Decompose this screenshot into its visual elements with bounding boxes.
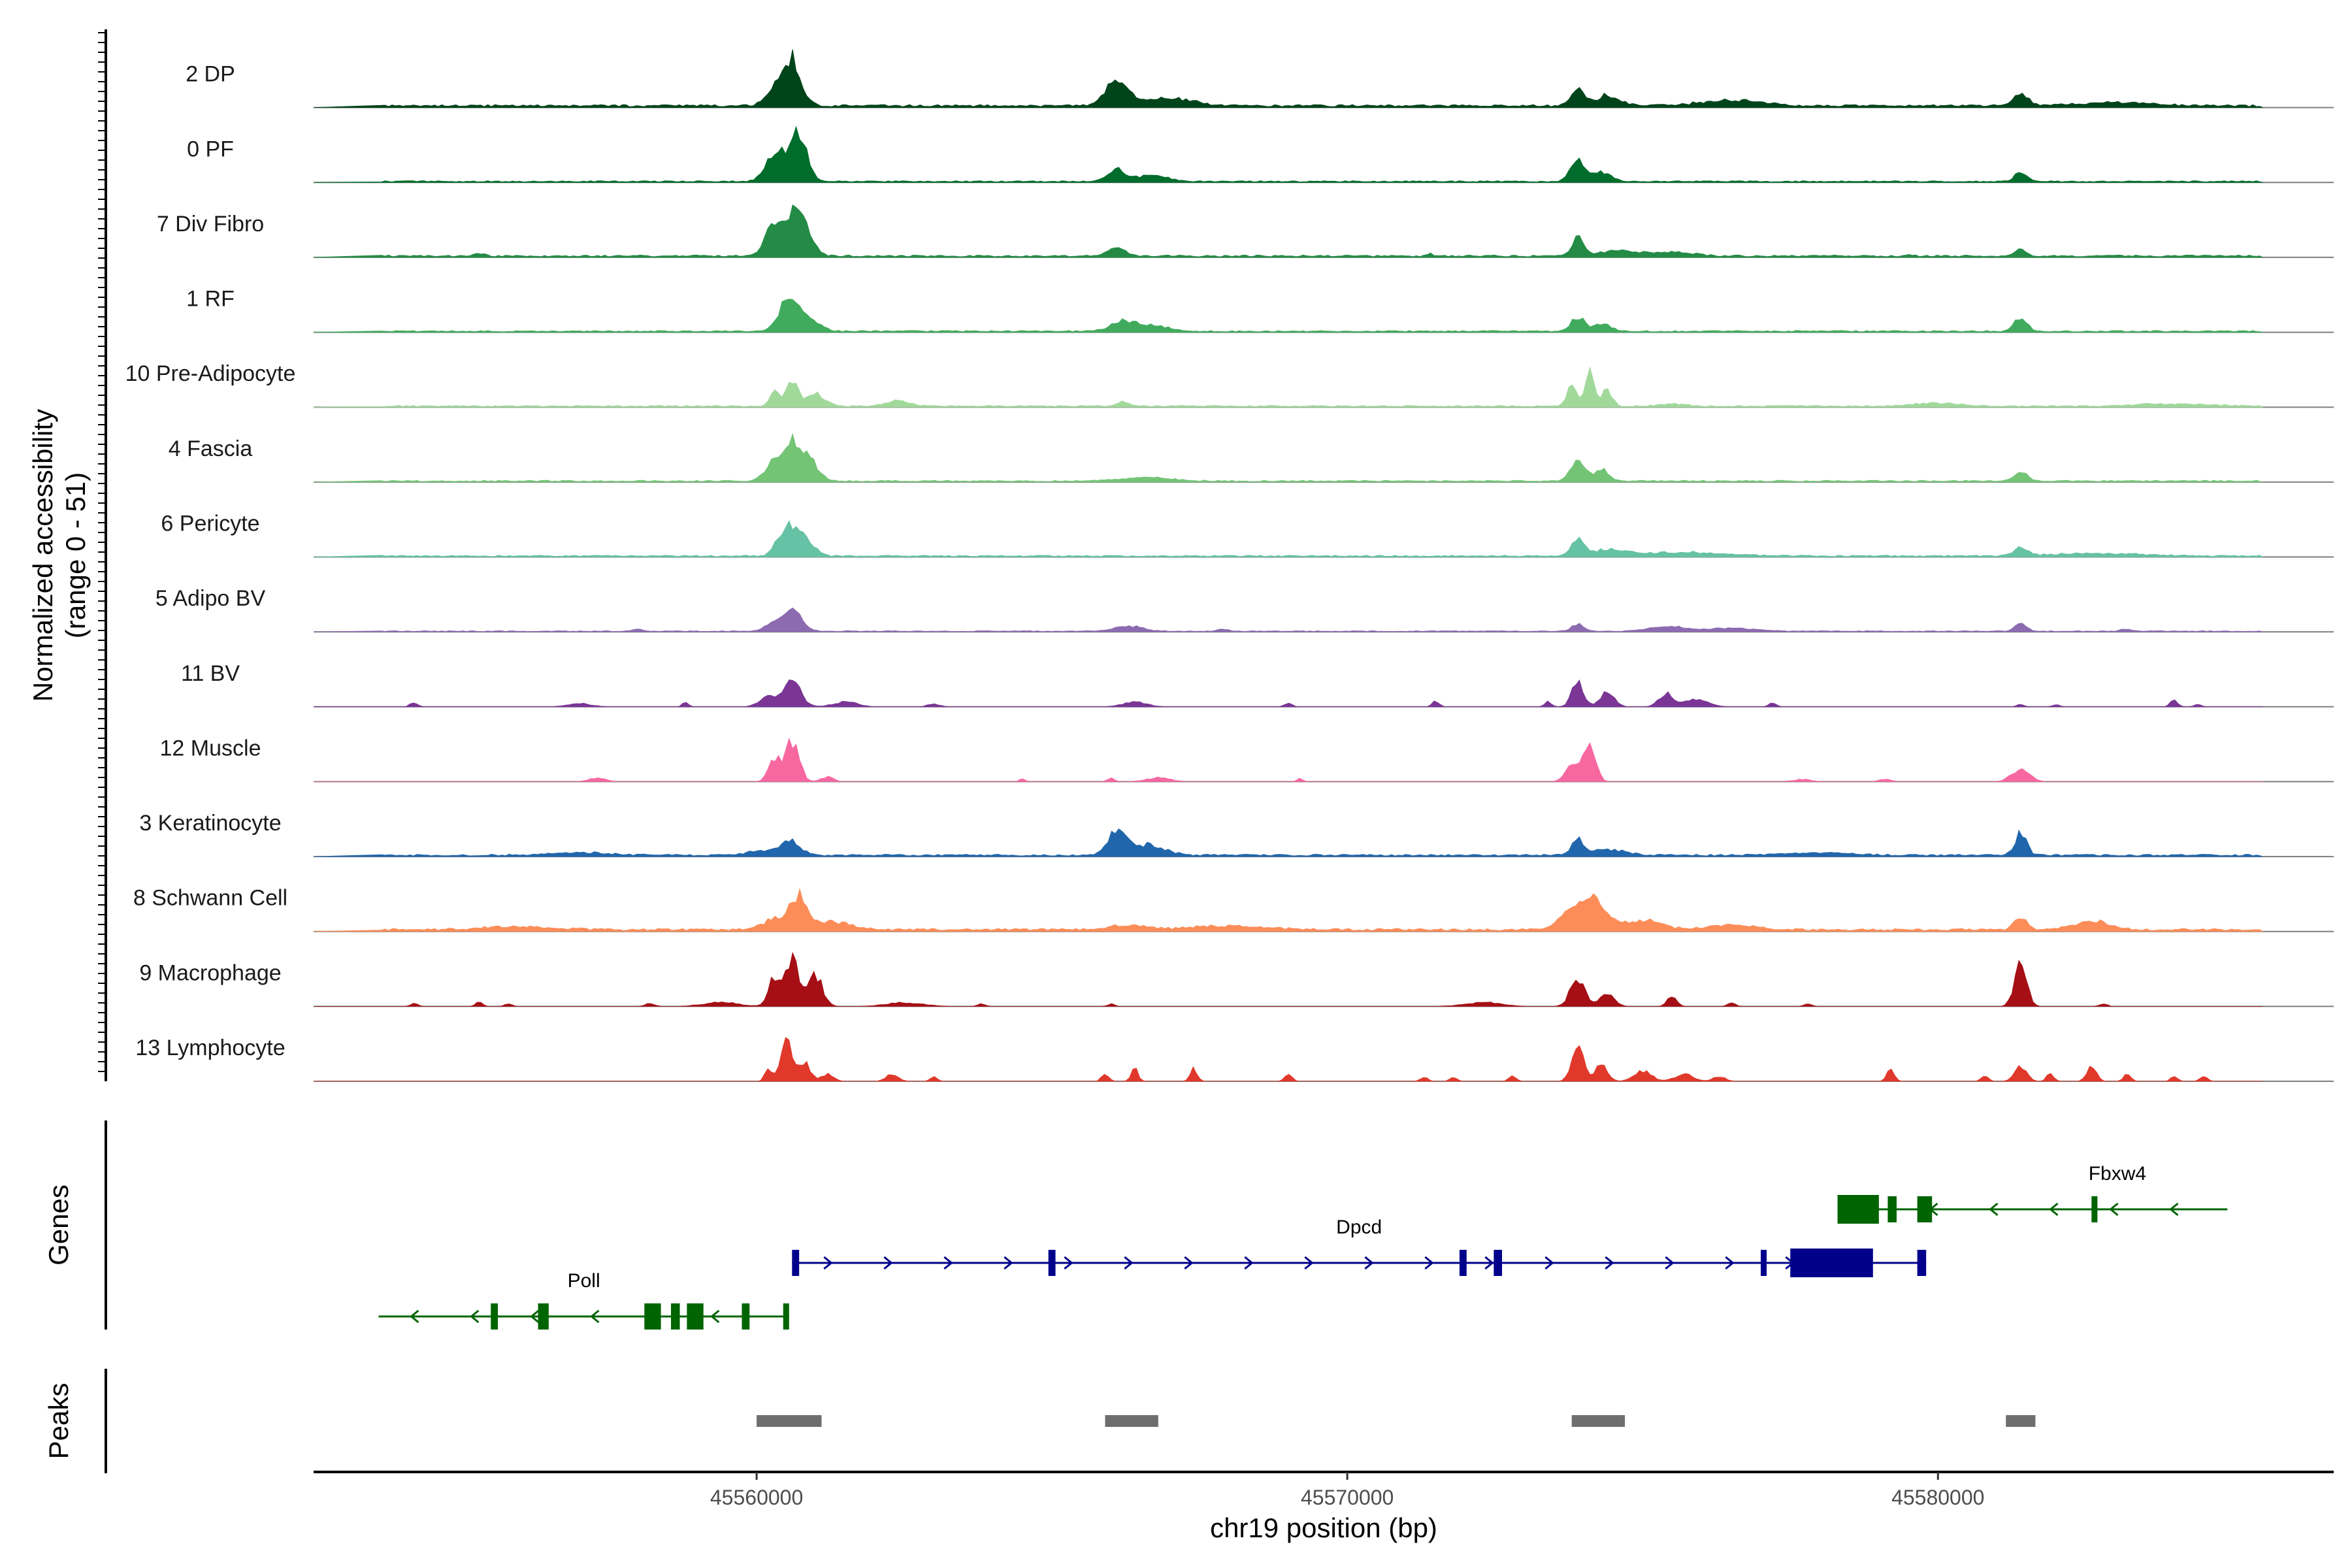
strand-chevron [470,1309,480,1324]
coverage-area [314,737,2263,782]
strand-chevron [1424,1256,1434,1270]
track-label: 4 Fascia [169,436,253,461]
exon [1917,1250,1927,1276]
x-axis-tick-label: 45580000 [1891,1486,1984,1509]
coverage-area [313,299,2263,333]
exon [792,1250,800,1276]
peaks-panel: Peaks [43,1369,2036,1473]
gene-label: Fbxw4 [2089,1163,2146,1184]
exon [1459,1250,1467,1276]
peak-region [2006,1415,2036,1427]
exon [1048,1250,1056,1276]
track-label: 13 Lymphocyte [135,1036,285,1060]
track-label: 12 Muscle [160,736,261,760]
coverage-area [313,828,2263,857]
exon [1761,1250,1767,1276]
track-label: 2 DP [186,62,235,87]
strand-chevron [1244,1256,1254,1270]
exon [1494,1250,1503,1276]
exon [1837,1195,1879,1224]
exon [742,1303,750,1330]
peak-region [1571,1415,1625,1427]
strand-chevron [2169,1202,2179,1217]
coverage-area [313,204,2263,258]
coverage-area [313,888,2264,932]
strand-chevron [1725,1256,1735,1270]
exon [644,1303,661,1330]
strand-chevron [2109,1202,2119,1217]
track-label: 9 Macrophage [139,960,281,985]
strand-chevron [1605,1256,1614,1270]
exon [1887,1196,1897,1222]
coverage-area [314,1037,2263,1082]
strand-chevron [410,1309,419,1324]
coverage-tracks: 2 DP 0 PF 7 Div Fibro 1 RF 10 Pre-Adipocyte 4… [125,49,2334,1082]
gene-label: Dpcd [1336,1217,1382,1238]
strand-chevron [943,1256,953,1270]
exon [1917,1196,1933,1222]
strand-chevron [1004,1256,1013,1270]
coverage-area [313,433,2263,483]
coverage-panel: 2 DP 0 PF 7 Div Fibro 1 RF 10 Pre-Adipocyte 4… [27,29,2334,1082]
coverage-area [313,49,2263,108]
track-label: 0 PF [187,137,234,161]
exon [687,1303,704,1330]
strand-chevron [1064,1256,1073,1270]
strand-chevron [710,1309,720,1324]
strand-chevron [1364,1256,1374,1270]
track-label: 5 Adipo BV [155,586,266,611]
gene-models: Poll Dpcd Fbxw4 [378,1163,2228,1330]
peaks-panel-label: Peaks [43,1383,74,1460]
track-label: 10 Pre-Adipocyte [125,361,296,386]
exon [491,1303,498,1330]
peak-region [757,1415,822,1427]
x-axis-ticks: 45560000 45570000 45580000 [710,1472,1984,1509]
exon [1790,1249,1873,1277]
exon [2091,1196,2098,1222]
x-axis-title: chr19 position (bp) [1210,1512,1437,1543]
genes-panel: Genes Poll Dpcd Fbxw4 [43,1120,2228,1330]
exon [538,1303,549,1330]
coverage-y-axis-ticks [98,32,106,1072]
strand-chevron [823,1256,833,1270]
genes-panel-label: Genes [43,1184,74,1266]
x-axis-tick-label: 45570000 [1301,1486,1394,1509]
peak-regions [757,1415,2036,1427]
strand-chevron [1484,1256,1494,1270]
x-axis-tick-label: 45560000 [710,1486,803,1509]
gene-label: Poll [568,1270,600,1292]
track-label: 7 Div Fibro [157,212,264,237]
x-axis: 45560000 45570000 45580000 chr19 position … [314,1471,2334,1543]
track-label: 3 Keratinocyte [139,811,281,836]
coverage-area [313,366,2263,408]
strand-chevron [530,1309,540,1324]
strand-chevron [1665,1256,1674,1270]
strand-chevron [1989,1202,1999,1217]
coverage-area [313,125,2263,183]
strand-chevron [1124,1256,1134,1270]
strand-chevron [590,1309,600,1324]
exon [783,1303,789,1330]
track-label: 11 BV [181,661,240,686]
coverage-area [314,679,2263,708]
y-axis-title: Normalized accessibility [27,409,58,702]
track-label: 1 RF [186,287,235,312]
exon [670,1303,680,1330]
track-label: 6 Pericyte [161,512,259,536]
strand-chevron [1304,1256,1314,1270]
strand-chevron [1544,1256,1554,1270]
track-label: 8 Schwann Cell [133,886,287,911]
strand-chevron [2049,1202,2059,1217]
strand-chevron [883,1256,893,1270]
coverage-area [314,951,2263,1007]
strand-chevron [1184,1256,1194,1270]
peak-region [1105,1415,1158,1427]
y-axis-subtitle: (range 0 - 51) [60,472,91,638]
coverage-area [313,607,2263,632]
coverage-area [313,520,2264,557]
